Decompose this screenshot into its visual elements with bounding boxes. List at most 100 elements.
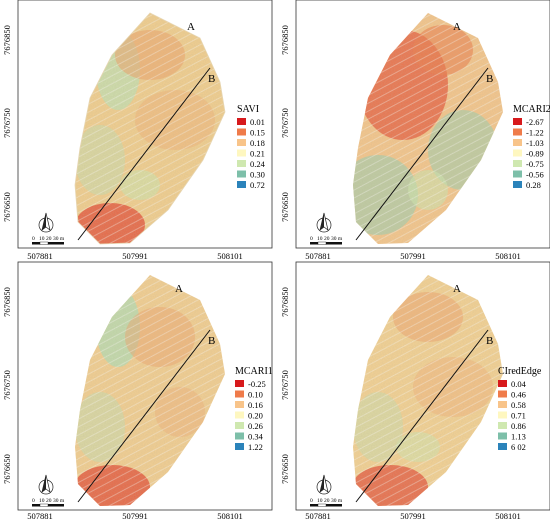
legend: MCARI1 -0.250.100.160.200.260.341.22: [235, 366, 273, 452]
y-tick-label: 7676750: [280, 370, 290, 400]
y-tick-label: 7676750: [2, 108, 12, 138]
north-arrow-icon: [38, 212, 54, 233]
x-tick-label: 507991: [400, 251, 426, 261]
panel-savi: A B 0 10 20 30 m SAVI 0.010.150.180.210.…: [2, 0, 273, 261]
transect-line: [355, 67, 489, 241]
legend-label: 0.21: [250, 149, 265, 159]
legend-swatch: [237, 118, 246, 125]
legend-label: -0.75: [526, 159, 544, 169]
legend-label: 0.01: [250, 117, 265, 127]
legend-swatch: [235, 432, 244, 440]
legend: SAVI 0.010.150.180.210.240.300.72: [237, 104, 266, 190]
y-tick-label: 7676850: [280, 287, 290, 317]
x-tick-label: 508101: [217, 251, 243, 261]
legend-label: -1.03: [526, 138, 544, 148]
legend-swatch: [498, 380, 507, 387]
legend-label: 0.58: [511, 400, 526, 410]
svg-text:30 m: 30 m: [53, 236, 65, 242]
legend-swatch: [235, 380, 244, 387]
panel-mcari1: A B 0 10 20 30 m MCARI1 -0.250.100.160.2…: [2, 261, 273, 521]
svg-text:20: 20: [46, 498, 52, 504]
legend-swatch: [513, 149, 522, 157]
scale-bar: 0 10 20 30 m: [32, 498, 65, 507]
svg-text:30 m: 30 m: [331, 236, 343, 242]
svg-text:20: 20: [46, 236, 52, 242]
legend-swatch: [498, 432, 507, 440]
y-tick-label: 7676850: [2, 25, 12, 55]
point-b-label: B: [208, 73, 215, 85]
svg-text:30 m: 30 m: [53, 498, 65, 504]
legend-swatch: [498, 401, 507, 408]
legend-swatch: [237, 139, 246, 146]
y-tick-label: 7676750: [2, 370, 12, 400]
x-tick-label: 507881: [305, 251, 331, 261]
legend-label: -0.56: [526, 170, 544, 180]
transect-line: [77, 329, 211, 503]
svg-text:20: 20: [324, 236, 330, 242]
legend-title: CIredEdge: [498, 366, 542, 377]
point-a-label: A: [187, 21, 195, 33]
legend-label: 0.46: [511, 390, 526, 400]
panel-cirededge: A B 0 10 20 30 m CIredEdge 0.040.460.580…: [280, 261, 550, 521]
point-b-label: B: [208, 335, 215, 347]
legend-label: 0.24: [250, 159, 266, 169]
svg-text:10: 10: [39, 236, 45, 242]
legend-swatch: [235, 390, 244, 398]
y-tick-label: 7676650: [2, 454, 12, 484]
legend-label: 0.28: [526, 180, 541, 190]
y-tick-label: 7676850: [2, 287, 12, 317]
x-tick-label: 508101: [217, 511, 243, 521]
y-tick-label: 7676850: [280, 25, 290, 55]
svg-text:0: 0: [32, 498, 35, 504]
panel-mcari2: A B 0 10 20 30 m MCARI2 -2.67-1.22-1.03-…: [280, 0, 550, 261]
legend-label: 6 02: [511, 442, 526, 452]
transect-line: [355, 329, 489, 503]
legend-label: 0.34: [248, 432, 264, 442]
legend-title: MCARI1: [235, 366, 273, 377]
legend-swatch: [237, 128, 246, 136]
x-tick-label: 507881: [305, 511, 331, 521]
legend-swatch: [498, 390, 507, 398]
north-arrow-icon: [316, 474, 332, 495]
scale-bar: 0 10 20 30 m: [310, 236, 343, 245]
north-arrow-icon: [38, 474, 54, 495]
point-b-label: B: [486, 73, 493, 85]
svg-text:0: 0: [310, 236, 313, 242]
x-tick-label: 507991: [400, 511, 426, 521]
legend-label: -0.89: [526, 149, 544, 159]
legend-swatch: [237, 181, 246, 188]
legend-label: 1.22: [248, 442, 263, 452]
legend-label: 0.16: [248, 400, 263, 410]
svg-text:10: 10: [317, 498, 323, 504]
legend-swatch: [237, 160, 246, 167]
legend-swatch: [513, 170, 522, 178]
legend-label: 1.13: [511, 432, 526, 442]
legend-label: 0.26: [248, 421, 263, 431]
x-tick-label: 507991: [122, 511, 148, 521]
legend-title: SAVI: [237, 104, 259, 115]
legend-swatch: [235, 443, 244, 450]
legend-label: 0.04: [511, 379, 527, 389]
scale-bar: 0 10 20 30 m: [310, 498, 343, 507]
x-tick-label: 507991: [122, 251, 148, 261]
y-tick-label: 7676750: [280, 108, 290, 138]
legend-swatch: [235, 401, 244, 408]
point-b-label: B: [486, 335, 493, 347]
legend-swatch: [235, 411, 244, 419]
legend-label: 0.30: [250, 170, 265, 180]
legend-swatch: [498, 411, 507, 419]
legend-swatch: [513, 181, 522, 188]
svg-text:0: 0: [310, 498, 313, 504]
legend-title: MCARI2: [513, 104, 550, 115]
legend-swatch: [237, 170, 246, 178]
legend-label: 0.71: [511, 411, 526, 421]
legend: MCARI2 -2.67-1.22-1.03-0.89-0.75-0.560.2…: [513, 104, 550, 190]
legend-label: 0.15: [250, 128, 265, 138]
point-a-label: A: [453, 283, 461, 295]
legend-swatch: [498, 422, 507, 429]
legend-swatch: [513, 118, 522, 125]
legend: CIredEdge 0.040.460.580.710.861.136 02: [498, 366, 542, 452]
point-a-label: A: [175, 283, 183, 295]
svg-text:0: 0: [32, 236, 35, 242]
